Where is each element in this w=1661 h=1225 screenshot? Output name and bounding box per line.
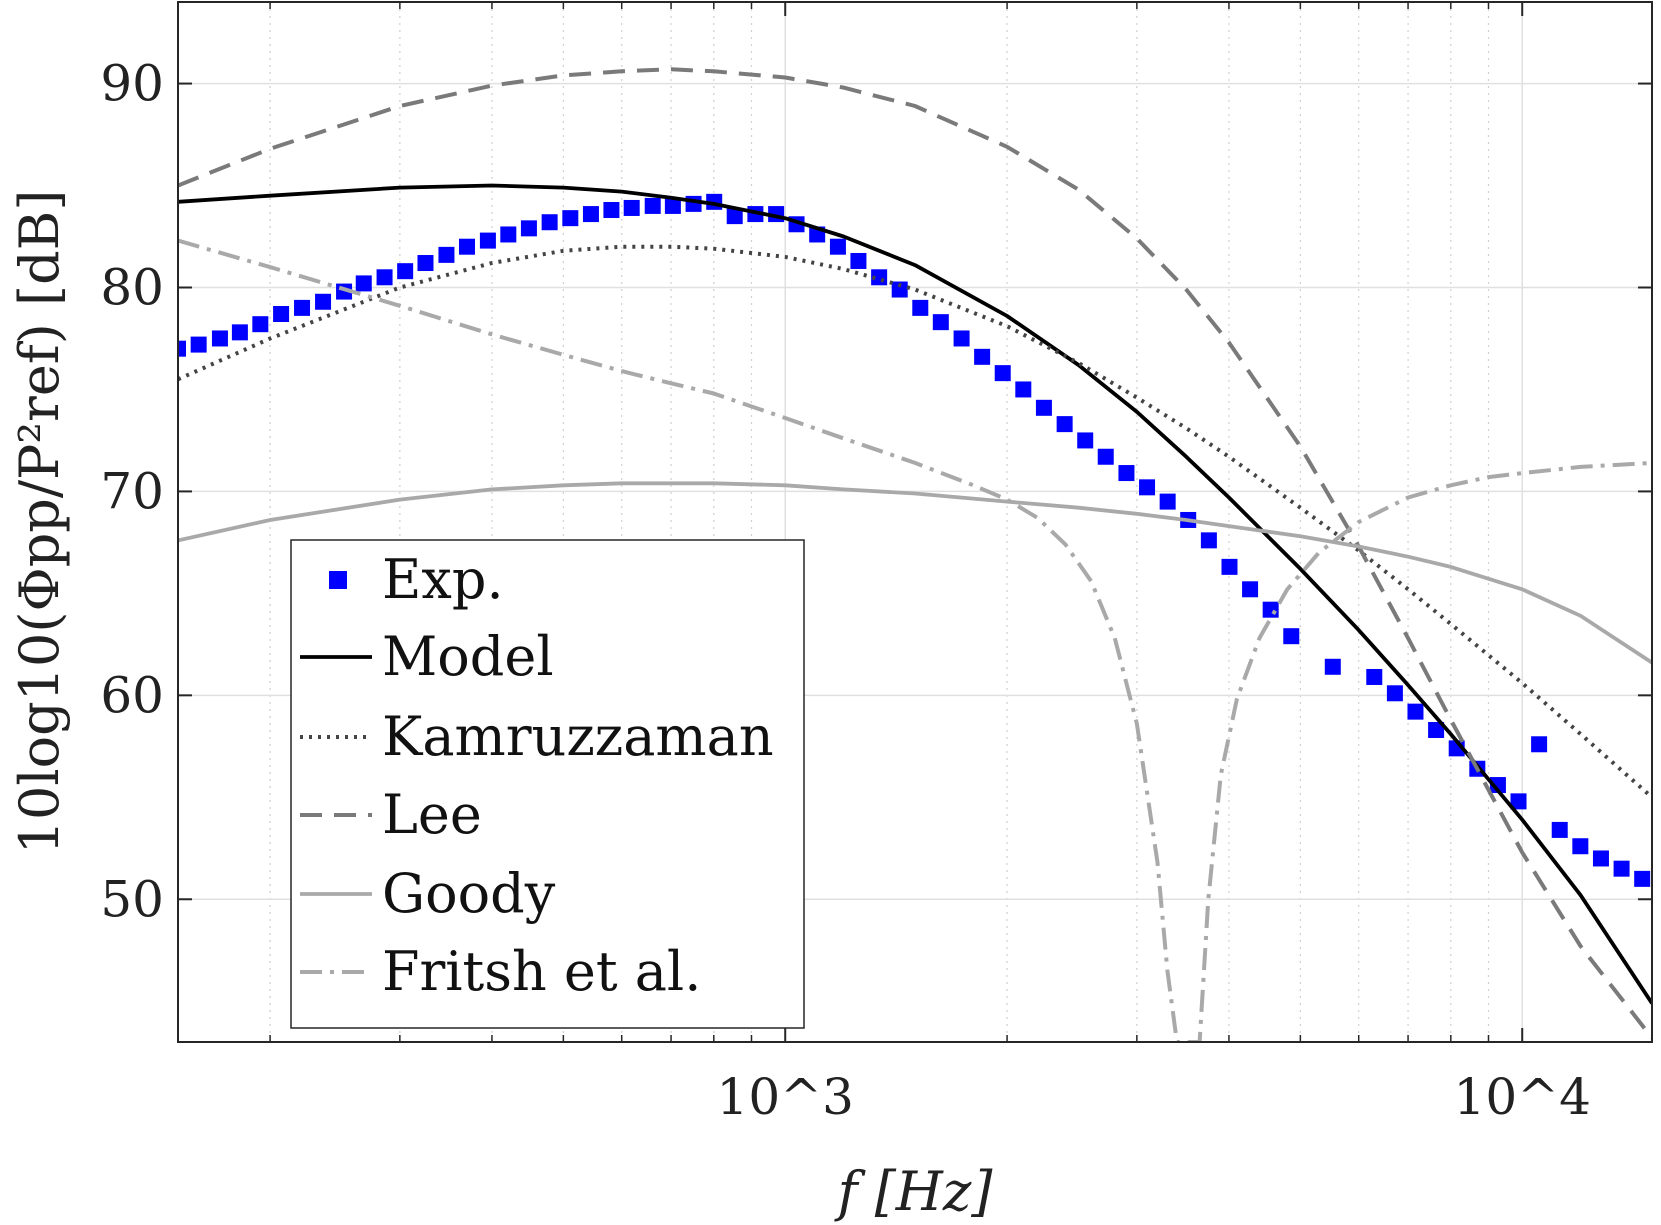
exp-marker xyxy=(1097,448,1114,465)
exp-marker xyxy=(1015,381,1032,398)
exp-marker xyxy=(1592,850,1609,867)
legend-label-lee: Lee xyxy=(382,783,482,846)
exp-marker xyxy=(1572,838,1589,855)
series-layer xyxy=(178,67,1652,1042)
exp-marker xyxy=(231,324,248,341)
exp-marker xyxy=(479,232,496,249)
exp-marker xyxy=(315,293,332,310)
exp-marker xyxy=(1262,601,1279,618)
legend-box xyxy=(290,539,805,1029)
exp-marker xyxy=(664,197,681,214)
exp-marker xyxy=(294,299,311,316)
exp-marker xyxy=(1242,581,1259,598)
exp-marker xyxy=(1035,399,1052,416)
exp-marker xyxy=(1386,685,1403,702)
x-axis-label: f [Hz] xyxy=(834,1160,994,1223)
legend: Exp. Model Kamruzzaman Lee Goody Fritsh et al… xyxy=(290,539,805,1029)
exp-marker xyxy=(994,365,1011,382)
exp-marker xyxy=(1200,532,1217,549)
legend-label-exp: Exp. xyxy=(382,548,504,611)
legend-label-kamruzzaman: Kamruzzaman xyxy=(382,705,774,768)
exp-marker xyxy=(1118,465,1135,482)
exp-marker xyxy=(1531,736,1548,753)
exp-marker xyxy=(1634,870,1651,887)
legend-label-fritsh-et-al: Fritsh et al. xyxy=(382,940,701,1003)
exp-marker xyxy=(1613,860,1630,877)
exp-marker xyxy=(1077,432,1094,449)
exp-marker xyxy=(623,199,640,216)
legend-label-model: Model xyxy=(382,625,554,688)
exp-marker xyxy=(417,255,434,272)
y-tick-label: 80 xyxy=(100,258,164,316)
tick-labels: 50 60 70 80 90 10^3 10^4 xyxy=(100,55,1591,1126)
exp-marker xyxy=(541,214,558,231)
exp-marker xyxy=(953,330,970,347)
exp-marker xyxy=(603,202,620,218)
exp-marker xyxy=(252,316,269,333)
grid-major xyxy=(178,2,1652,1042)
series-line-model xyxy=(178,183,1652,1005)
exp-marker xyxy=(1489,777,1506,794)
exp-marker xyxy=(376,269,393,286)
exp-marker xyxy=(1428,722,1445,738)
exp-marker xyxy=(562,210,579,227)
exp-marker xyxy=(1139,479,1156,496)
exp-marker xyxy=(974,348,991,365)
exp-marker xyxy=(891,281,908,298)
exp-marker xyxy=(726,208,743,225)
exp-marker xyxy=(912,299,929,316)
exp-marker xyxy=(1551,821,1568,838)
x-tick-label: 10^4 xyxy=(1454,1068,1591,1126)
exp-marker xyxy=(273,306,290,322)
exp-marker xyxy=(685,195,702,212)
ticks-layer xyxy=(178,2,1652,1042)
exp-marker xyxy=(1510,793,1527,810)
y-tick-label: 90 xyxy=(100,55,164,113)
exp-marker xyxy=(829,238,846,255)
y-tick-label: 70 xyxy=(100,462,164,520)
exp-marker xyxy=(397,263,414,280)
exp-marker xyxy=(178,340,186,357)
exp-marker xyxy=(211,330,228,347)
legend-marker-exp xyxy=(329,571,347,589)
exp-marker xyxy=(644,197,661,214)
exp-marker xyxy=(1407,703,1424,720)
exp-marker xyxy=(1056,416,1073,433)
y-tick-label: 50 xyxy=(100,870,164,928)
y-axis-label: 10log10(Φpp/P²ref) [dB] xyxy=(8,190,71,855)
exp-marker xyxy=(438,246,455,263)
x-tick-label: 10^3 xyxy=(717,1068,854,1126)
exp-marker xyxy=(520,220,537,237)
exp-marker xyxy=(850,252,867,269)
exp-marker xyxy=(190,336,207,353)
exp-marker xyxy=(932,314,949,331)
exp-marker xyxy=(458,238,475,255)
exp-marker xyxy=(1283,628,1300,645)
series-line-lee xyxy=(178,67,1652,1040)
grid-minor xyxy=(269,2,1490,1042)
exp-marker xyxy=(1159,493,1176,510)
exp-marker xyxy=(1366,668,1383,685)
exp-marker xyxy=(500,226,517,243)
exp-marker xyxy=(355,275,372,292)
exp-marker xyxy=(582,206,599,223)
plot-frame xyxy=(177,1,1653,1043)
y-tick-label: 60 xyxy=(100,666,164,724)
exp-marker xyxy=(1221,558,1238,575)
legend-label-goody: Goody xyxy=(382,862,556,925)
exp-marker xyxy=(1324,658,1341,675)
